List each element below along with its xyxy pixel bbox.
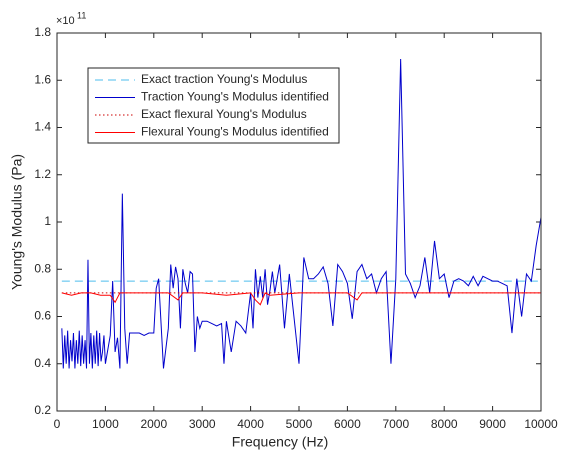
y-tick-label: 0.8 <box>34 261 51 275</box>
x-tick-label: 1000 <box>92 417 119 431</box>
x-tick-label: 3000 <box>189 417 216 431</box>
y-axis-label: Young's Modulus (Pa) <box>9 154 25 290</box>
x-tick-label: 7000 <box>382 417 409 431</box>
x-tick-label: 9000 <box>479 417 506 431</box>
legend-label: Exact traction Young's Modulus <box>141 72 307 86</box>
y-tick-label: 1.8 <box>34 25 51 39</box>
y-multiplier-exponent: 11 <box>77 10 86 20</box>
y-tick-label: 0.2 <box>34 403 51 417</box>
x-axis-label: Frequency (Hz) <box>232 434 328 450</box>
x-tick-label: 6000 <box>334 417 361 431</box>
y-tick-label: 1.4 <box>34 120 51 134</box>
legend-label: Traction Young's Modulus identified <box>141 90 329 104</box>
y-tick-label: 1.6 <box>34 72 51 86</box>
legend-label: Exact flexural Young's Modulus <box>141 107 307 121</box>
plot-frame <box>56 32 542 412</box>
x-tick-label: 10000 <box>524 417 558 431</box>
y-tick-label: 1.2 <box>34 167 51 181</box>
y-tick-label: 1 <box>44 214 51 228</box>
y-tick-label: 0.4 <box>34 356 51 370</box>
x-tick-label: 8000 <box>431 417 458 431</box>
legend-label: Flexural Young's Modulus identified <box>141 125 329 139</box>
y-multiplier: ×10 <box>56 15 75 27</box>
x-tick-label: 2000 <box>140 417 167 431</box>
y-tick-label: 0.6 <box>34 309 51 323</box>
x-tick-label: 0 <box>54 417 61 431</box>
legend-box <box>87 67 340 144</box>
x-tick-label: 4000 <box>237 417 264 431</box>
series-line <box>61 292 541 306</box>
x-tick-label: 5000 <box>286 417 313 431</box>
